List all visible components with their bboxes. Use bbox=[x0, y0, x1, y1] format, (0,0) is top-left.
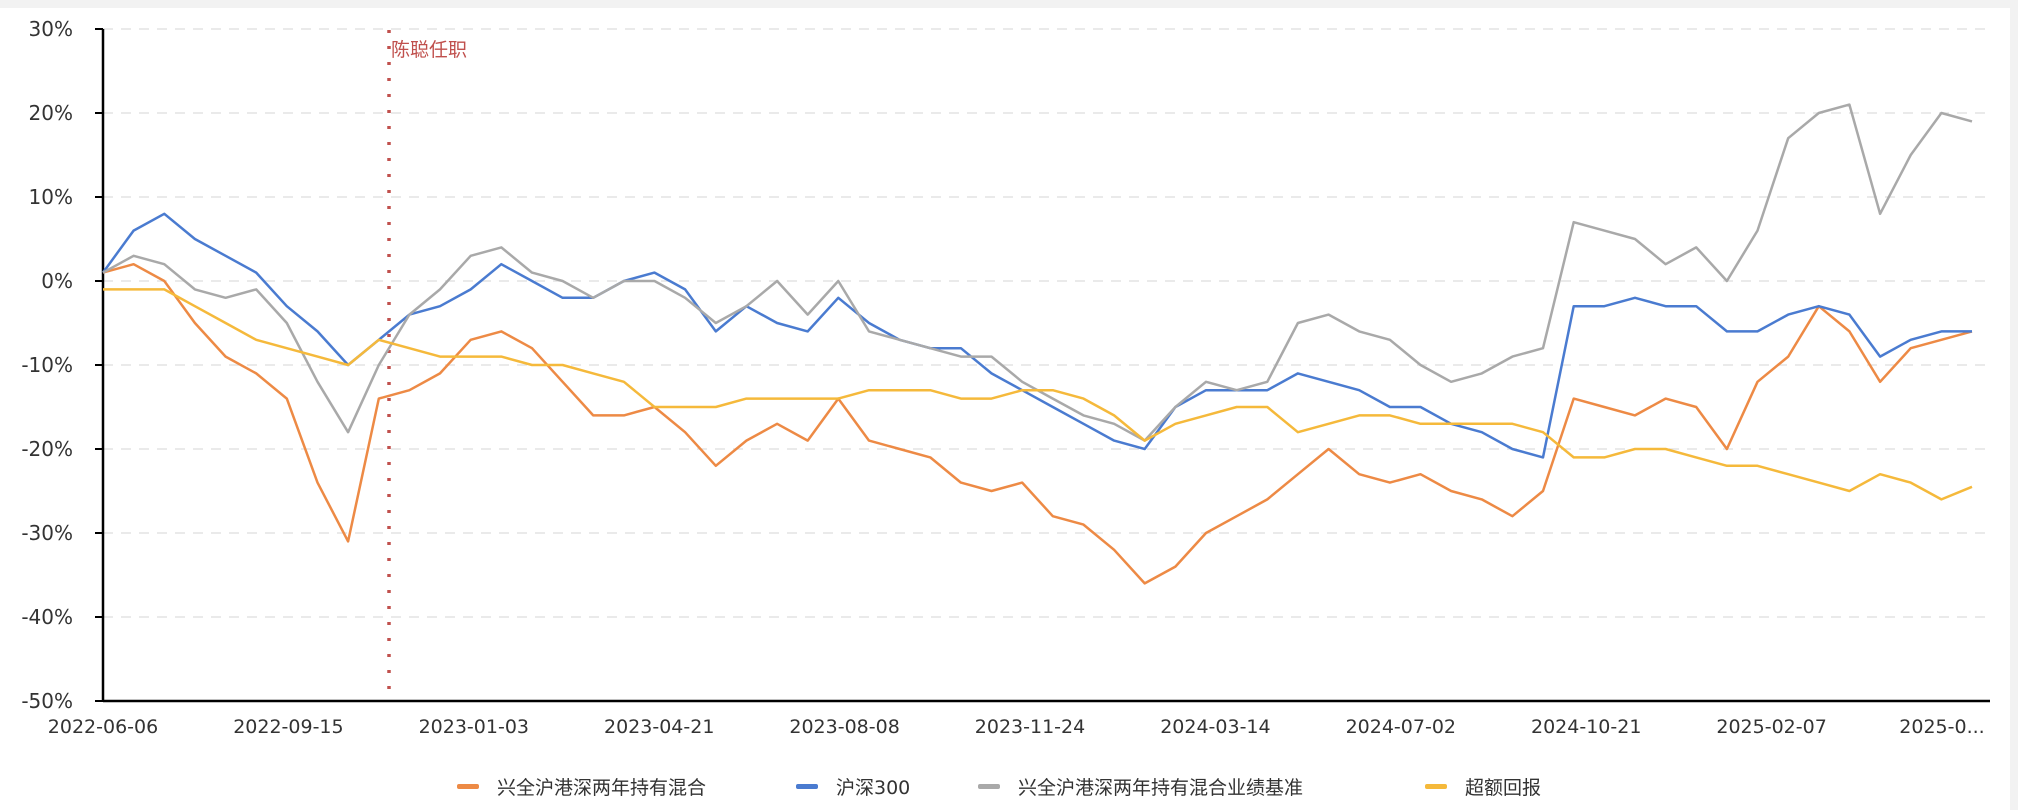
y-tick-label: 10% bbox=[29, 185, 73, 209]
legend-item[interactable]: 沪深300 bbox=[796, 777, 910, 799]
series-lines bbox=[101, 103, 1973, 585]
legend-label: 超额回报 bbox=[1465, 777, 1541, 799]
x-tick-label: 2024-03-14 bbox=[1160, 716, 1270, 738]
series-line-3 bbox=[103, 288, 1973, 501]
legend-swatch bbox=[796, 784, 818, 789]
x-tick-label: 2023-08-08 bbox=[789, 716, 899, 738]
y-tick-label: 20% bbox=[29, 101, 73, 125]
x-tick-label: 2025-02-07 bbox=[1716, 716, 1826, 738]
legend-swatch bbox=[978, 784, 1000, 789]
legend-swatch bbox=[1425, 784, 1447, 789]
annotation: 陈聪任职 bbox=[387, 30, 467, 701]
x-tick-label: 2024-10-21 bbox=[1531, 716, 1641, 738]
legend-item[interactable]: 兴全沪港深两年持有混合业绩基准 bbox=[978, 777, 1303, 799]
x-tick-label: 2022-09-15 bbox=[233, 716, 343, 738]
x-tick-label: 2024-07-02 bbox=[1346, 716, 1456, 738]
legend: 兴全沪港深两年持有混合 沪深300 兴全沪港深两年持有混合业绩基准 超额回报 bbox=[457, 777, 1541, 799]
legend-item[interactable]: 兴全沪港深两年持有混合 bbox=[457, 777, 706, 799]
legend-swatch bbox=[457, 784, 479, 789]
x-tick-label: 2023-01-03 bbox=[419, 716, 529, 738]
legend-label: 兴全沪港深两年持有混合业绩基准 bbox=[1018, 777, 1303, 799]
series-line-1 bbox=[101, 212, 1972, 459]
x-tick-label: 2025-0... bbox=[1899, 716, 1984, 738]
y-tick-label: -10% bbox=[21, 353, 73, 377]
y-tick-label: -50% bbox=[21, 689, 73, 713]
y-tick-label: 30% bbox=[29, 17, 73, 41]
series-line-0 bbox=[102, 262, 1973, 585]
x-axis: 2022-06-06 2022-09-15 2023-01-03 2023-04-21… bbox=[48, 699, 1990, 738]
y-tick-label: -20% bbox=[21, 437, 73, 461]
x-tick-label: 2023-04-21 bbox=[604, 716, 714, 738]
x-tick-label: 2023-11-24 bbox=[975, 716, 1085, 738]
y-axis: 30% 20% 10% 0% -10% -20% -30% -40% -50% bbox=[21, 17, 105, 713]
y-tick-label: -40% bbox=[21, 605, 73, 629]
legend-label: 沪深300 bbox=[836, 777, 910, 799]
y-tick-label: -30% bbox=[21, 521, 73, 545]
annotation-label: 陈聪任职 bbox=[391, 39, 467, 61]
y-tick-label: 0% bbox=[41, 269, 73, 293]
x-tick-label: 2022-06-06 bbox=[48, 716, 158, 738]
legend-label: 兴全沪港深两年持有混合 bbox=[497, 777, 706, 799]
gridlines bbox=[103, 28, 1990, 618]
legend-item[interactable]: 超额回报 bbox=[1425, 777, 1541, 799]
